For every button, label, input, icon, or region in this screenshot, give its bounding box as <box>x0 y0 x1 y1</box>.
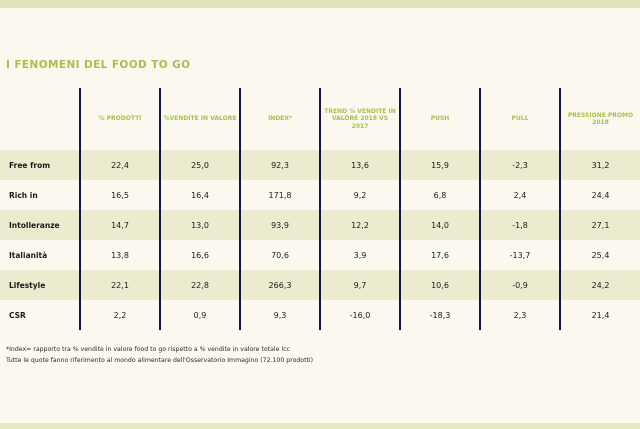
table-cell: 70,6 <box>239 240 320 270</box>
table-cell: -2,3 <box>479 150 560 180</box>
table-cell: 266,3 <box>239 270 320 300</box>
table-cell: -0,9 <box>479 270 560 300</box>
header-cell: PUSH <box>399 88 480 150</box>
table-cell: 2,3 <box>479 300 560 330</box>
table-row: Intolleranze 14,7 13,0 93,9 12,2 14,0 -1,8 27,1 <box>0 210 640 240</box>
table-cell: 21,4 <box>559 300 640 330</box>
header-cell: TREND % VENDITE IN VALORE 2018 VS 2017 <box>319 88 400 150</box>
table-row: Free from 22,4 25,0 92,3 13,6 15,9 -2,3 31,2 <box>0 150 640 180</box>
header-cell: PRESSIONE PROMO 2018 <box>559 88 640 150</box>
table-cell: -18,3 <box>399 300 480 330</box>
table-cell: 12,2 <box>319 210 400 240</box>
table-cell: 9,3 <box>239 300 320 330</box>
table-row: CSR 2,2 0,9 9,3 -16,0 -18,3 2,3 21,4 <box>0 300 640 330</box>
table-cell: 15,9 <box>399 150 480 180</box>
table-cell: 22,1 <box>79 270 160 300</box>
header-cell: % PRODOTTI <box>79 88 160 150</box>
table-cell: 22,8 <box>159 270 240 300</box>
table-cell: 13,0 <box>159 210 240 240</box>
table-cell: -13,7 <box>479 240 560 270</box>
table-cell: 13,8 <box>79 240 160 270</box>
bottom-decor-bar <box>0 423 640 429</box>
table-cell: 9,2 <box>319 180 400 210</box>
table-cell: -16,0 <box>319 300 400 330</box>
row-label: Free from <box>0 150 80 180</box>
table-cell: 14,7 <box>79 210 160 240</box>
header-cell: PULL <box>479 88 560 150</box>
food-to-go-table: % PRODOTTI %VENDITE IN VALORE INDEX* TRE… <box>0 88 640 330</box>
table-cell: 14,0 <box>399 210 480 240</box>
header-cell: %VENDITE IN VALORE <box>159 88 240 150</box>
table-row: Rich in 16,5 16,4 171,8 9,2 6,8 2,4 24,4 <box>0 180 640 210</box>
table-cell: 25,0 <box>159 150 240 180</box>
table-cell: 171,8 <box>239 180 320 210</box>
table-cell: 2,2 <box>79 300 160 330</box>
table-cell: 31,2 <box>559 150 640 180</box>
row-label: Lifestyle <box>0 270 80 300</box>
table-cell: -1,8 <box>479 210 560 240</box>
table-cell: 9,7 <box>319 270 400 300</box>
table-cell: 10,6 <box>399 270 480 300</box>
table-cell: 0,9 <box>159 300 240 330</box>
footnotes: *Index= rapporto tra % vendite in valore… <box>6 344 313 366</box>
row-label: Italianità <box>9 250 48 260</box>
table-cell: 92,3 <box>239 150 320 180</box>
table-cell: 24,4 <box>559 180 640 210</box>
row-label: CSR <box>9 310 26 320</box>
row-label: Intolleranze <box>0 210 80 240</box>
table-header-row: % PRODOTTI %VENDITE IN VALORE INDEX* TRE… <box>0 88 640 150</box>
table-cell: 3,9 <box>319 240 400 270</box>
table-cell: 16,4 <box>159 180 240 210</box>
table-cell: 13,6 <box>319 150 400 180</box>
footnote-source: Tutte le quote fanno riferimento al mond… <box>6 357 314 364</box>
table-cell: 27,1 <box>559 210 640 240</box>
table-cell: 16,6 <box>159 240 240 270</box>
table-cell: 93,9 <box>239 210 320 240</box>
table-cell: 25,4 <box>559 240 640 270</box>
table-cell: 22,4 <box>79 150 160 180</box>
footnote-index: *Index= rapporto tra % vendite in valore… <box>6 346 290 353</box>
row-label: Rich in <box>9 190 38 200</box>
top-decor-bar <box>0 0 640 8</box>
table-cell: 16,5 <box>79 180 160 210</box>
table-cell: 6,8 <box>399 180 480 210</box>
header-empty-cell <box>0 88 80 150</box>
table-row: Italianità 13,8 16,6 70,6 3,9 17,6 -13,7 25,4 <box>0 240 640 270</box>
page-title: I FENOMENI DEL FOOD TO GO <box>6 59 191 71</box>
table-cell: 17,6 <box>399 240 480 270</box>
header-cell: INDEX* <box>239 88 320 150</box>
table-row: Lifestyle 22,1 22,8 266,3 9,7 10,6 -0,9 24,2 <box>0 270 640 300</box>
table-cell: 2,4 <box>479 180 560 210</box>
table-cell: 24,2 <box>559 270 640 300</box>
